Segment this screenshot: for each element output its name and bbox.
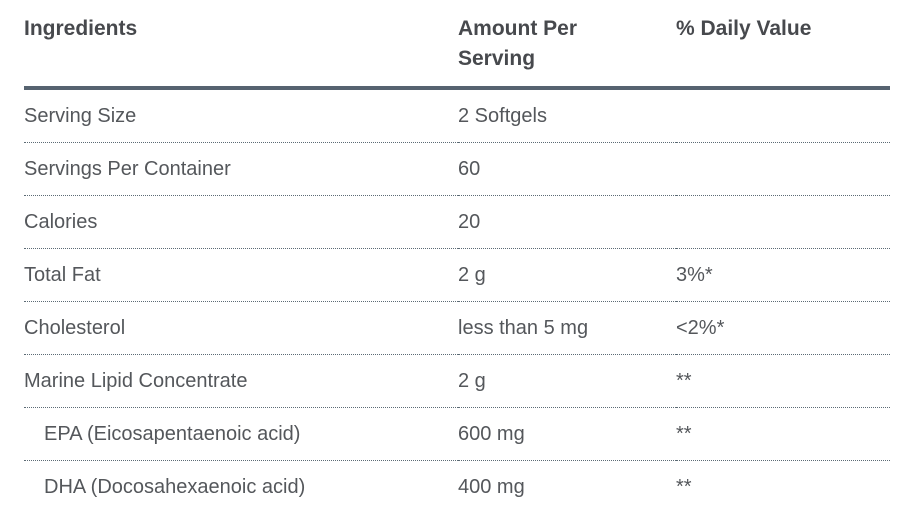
daily-value: 3%* bbox=[676, 264, 713, 286]
ingredient-name: Marine Lipid Concentrate bbox=[24, 370, 248, 392]
column-header-ingredients-label: Ingredients bbox=[24, 17, 138, 40]
table-row: Cholesterol less than 5 mg <2%* bbox=[24, 302, 890, 355]
table-row: DHA (Docosahexaenoic acid) 400 mg ** bbox=[24, 461, 890, 514]
table-row: Calories 20 bbox=[24, 196, 890, 249]
supplement-facts-table: Ingredients Amount Per Serving % Daily V… bbox=[24, 8, 890, 513]
table-row: EPA (Eicosapentaenoic acid) 600 mg ** bbox=[24, 408, 890, 461]
amount-per-serving-value: less than 5 mg bbox=[458, 317, 589, 339]
table-header: Ingredients Amount Per Serving % Daily V… bbox=[24, 8, 890, 88]
daily-value bbox=[676, 196, 890, 249]
ingredient-name: Cholesterol bbox=[24, 317, 126, 339]
header-row: Ingredients Amount Per Serving % Daily V… bbox=[24, 8, 890, 88]
column-header-daily-value-label: % Daily Value bbox=[676, 17, 812, 40]
ingredient-name: Serving Size bbox=[24, 105, 137, 127]
table-row: Serving Size 2 Softgels bbox=[24, 88, 890, 143]
daily-value bbox=[676, 88, 890, 143]
column-header-amount-per-serving-label: Amount Per Serving bbox=[458, 17, 578, 70]
table-row: Total Fat 2 g 3%* bbox=[24, 249, 890, 302]
table-row: Marine Lipid Concentrate 2 g ** bbox=[24, 355, 890, 408]
column-header-daily-value: % Daily Value bbox=[676, 8, 890, 88]
daily-value bbox=[676, 143, 890, 196]
daily-value: ** bbox=[676, 370, 692, 392]
ingredient-name: Total Fat bbox=[24, 264, 101, 286]
column-header-ingredients: Ingredients bbox=[24, 8, 458, 88]
daily-value: ** bbox=[676, 423, 692, 445]
ingredient-name: Calories bbox=[24, 211, 98, 233]
amount-per-serving-value: 2 g bbox=[458, 264, 486, 286]
amount-per-serving-value: 2 g bbox=[458, 370, 486, 392]
ingredient-name: Servings Per Container bbox=[24, 158, 231, 180]
ingredient-name: DHA (Docosahexaenoic acid) bbox=[44, 476, 306, 498]
daily-value: <2%* bbox=[676, 317, 725, 339]
amount-per-serving-value: 60 bbox=[458, 158, 481, 180]
ingredient-name: EPA (Eicosapentaenoic acid) bbox=[44, 423, 301, 445]
column-header-amount-per-serving: Amount Per Serving bbox=[458, 8, 676, 88]
daily-value: ** bbox=[676, 476, 692, 498]
amount-per-serving-value: 20 bbox=[458, 211, 481, 233]
amount-per-serving-value: 400 mg bbox=[458, 476, 525, 498]
table-body: Serving Size 2 Softgels Servings Per Con… bbox=[24, 88, 890, 513]
table-row: Servings Per Container 60 bbox=[24, 143, 890, 196]
amount-per-serving-value: 2 Softgels bbox=[458, 105, 547, 127]
amount-per-serving-value: 600 mg bbox=[458, 423, 525, 445]
